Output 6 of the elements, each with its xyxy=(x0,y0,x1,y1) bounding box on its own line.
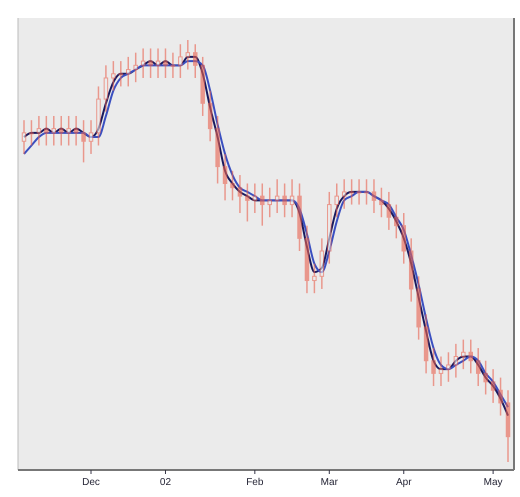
x-tick-label: May xyxy=(484,477,503,488)
x-tick-label: Apr xyxy=(396,477,412,488)
x-tick-label: 02 xyxy=(160,477,172,488)
x-tick-label: Mar xyxy=(320,477,339,488)
x-tick-label: Dec xyxy=(82,477,100,488)
x-tick-label: Feb xyxy=(246,477,264,488)
